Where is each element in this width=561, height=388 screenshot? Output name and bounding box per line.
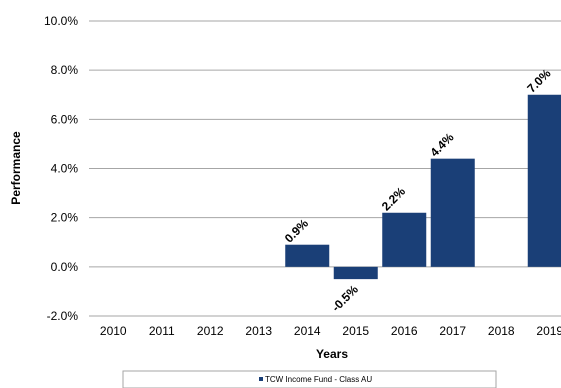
bar — [527, 94, 561, 267]
data-label: -0.5% — [329, 282, 361, 314]
y-tick-label: 8.0% — [51, 63, 79, 77]
legend-label: TCW Income Fund - Class AU — [265, 375, 372, 384]
x-tick-label: 2013 — [245, 324, 272, 338]
y-tick-label: 4.0% — [51, 162, 79, 176]
legend: TCW Income Fund - Class AU — [122, 370, 497, 388]
x-tick-label: 2015 — [342, 324, 369, 338]
x-tick-label: 2011 — [149, 324, 175, 338]
gridlines — [89, 20, 561, 317]
data-label: 4.4% — [427, 130, 456, 159]
x-tick-label: 2019 — [536, 324, 561, 338]
y-tick-label: -2.0% — [47, 309, 79, 323]
data-labels: 0.9%-0.5%2.2%4.4%7.0% — [282, 66, 554, 314]
x-axis-ticks: 2010 2011 2012 2013 2014 2015 2016 2017 2018 2019 — [100, 324, 561, 338]
data-label: 2.2% — [379, 184, 408, 213]
x-tick-label: 2018 — [488, 324, 515, 338]
y-tick-label: 6.0% — [51, 112, 79, 126]
bar — [333, 266, 378, 280]
y-tick-label: 0.0% — [51, 260, 79, 274]
x-tick-label: 2014 — [294, 324, 321, 338]
bars — [285, 94, 561, 280]
x-tick-label: 2010 — [100, 324, 127, 338]
data-label: 0.9% — [282, 216, 311, 245]
y-tick-label: 10.0% — [44, 14, 78, 28]
legend-box — [122, 370, 497, 388]
bar — [430, 158, 475, 267]
x-tick-label: 2017 — [439, 324, 466, 338]
y-axis-title: Performance — [9, 131, 23, 205]
bar — [285, 244, 330, 267]
y-axis-ticks: 10.0% 8.0% 6.0% 4.0% 2.0% 0.0% -2.0% — [44, 14, 78, 323]
x-tick-label: 2012 — [197, 324, 224, 338]
y-tick-label: 2.0% — [51, 211, 79, 225]
x-axis-title: Years — [316, 347, 348, 361]
bar — [382, 212, 427, 267]
legend-swatch — [259, 377, 263, 381]
x-tick-label: 2016 — [391, 324, 418, 338]
